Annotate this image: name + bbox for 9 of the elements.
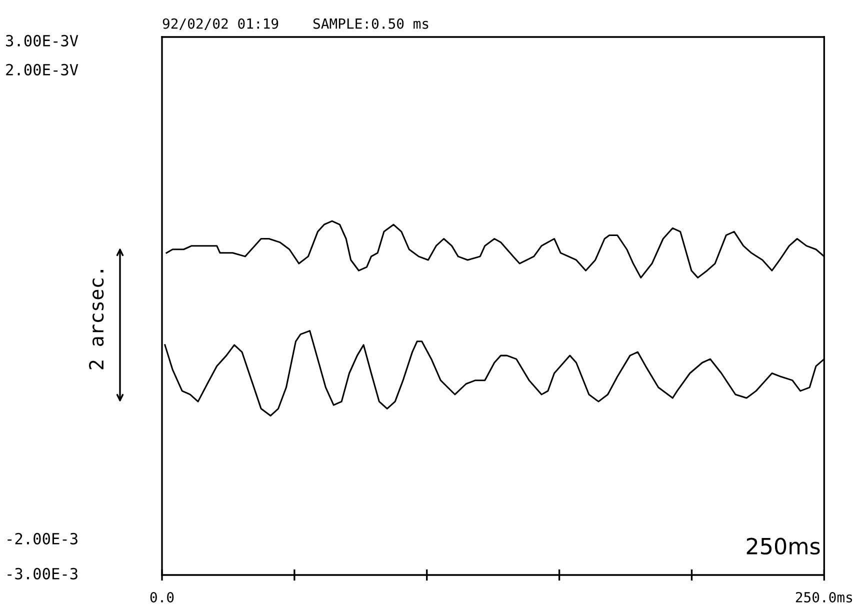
x-tick-label: 0.0 xyxy=(150,592,174,602)
annotation: 250ms xyxy=(746,538,820,555)
text: -2.00E-3 xyxy=(8,532,78,544)
chart-title: 92/02/02 01:19 SAMPLE:0.50 ms xyxy=(162,18,428,30)
text: 2 arcsec. xyxy=(88,270,104,370)
x-tick-label: 250.0ms xyxy=(796,592,852,602)
text: 2.00E-3V xyxy=(6,64,78,76)
text: -3.00E-3 xyxy=(8,568,78,580)
text: 3.00E-3V xyxy=(6,34,78,46)
